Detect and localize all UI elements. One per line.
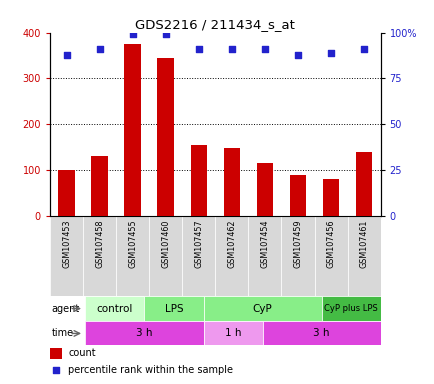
Text: GSM107459: GSM107459 <box>293 220 302 268</box>
Title: GDS2216 / 211434_s_at: GDS2216 / 211434_s_at <box>135 18 295 31</box>
Bar <box>223 148 240 216</box>
Bar <box>124 44 141 216</box>
Text: GSM107454: GSM107454 <box>260 220 269 268</box>
Bar <box>50 348 62 359</box>
Point <box>63 51 70 58</box>
Text: 3 h: 3 h <box>136 328 152 338</box>
Bar <box>281 216 314 296</box>
Bar <box>262 321 380 346</box>
Text: agent: agent <box>51 304 79 314</box>
Point <box>53 366 59 372</box>
Point <box>360 46 367 52</box>
Bar <box>203 321 262 346</box>
Bar <box>182 216 215 296</box>
Point <box>195 46 202 52</box>
Bar <box>215 216 248 296</box>
Bar <box>355 152 372 216</box>
Bar <box>149 216 182 296</box>
Bar <box>50 216 83 296</box>
Point <box>162 31 169 38</box>
Text: GSM107458: GSM107458 <box>95 220 104 268</box>
Text: LPS: LPS <box>164 304 183 314</box>
Bar <box>83 216 116 296</box>
Text: GSM107460: GSM107460 <box>161 220 170 268</box>
Bar <box>85 321 203 346</box>
Point <box>294 51 301 58</box>
Bar <box>256 163 273 216</box>
Text: control: control <box>96 304 133 314</box>
Point <box>129 31 136 38</box>
Bar <box>190 145 207 216</box>
Bar <box>203 296 321 321</box>
Text: GSM107453: GSM107453 <box>62 220 71 268</box>
Bar <box>157 58 174 216</box>
Text: GSM107461: GSM107461 <box>359 220 368 268</box>
Bar <box>85 296 144 321</box>
Bar <box>144 296 203 321</box>
Bar <box>91 156 108 216</box>
Bar <box>322 179 339 216</box>
Text: GSM107456: GSM107456 <box>326 220 335 268</box>
Text: GSM107462: GSM107462 <box>227 220 236 268</box>
Text: 1 h: 1 h <box>224 328 241 338</box>
Text: GSM107455: GSM107455 <box>128 220 137 268</box>
Point <box>327 50 334 56</box>
Bar <box>347 216 380 296</box>
Point <box>261 46 268 52</box>
Text: time: time <box>51 328 73 338</box>
Text: 3 h: 3 h <box>312 328 329 338</box>
Bar <box>116 216 149 296</box>
Text: CyP plus LPS: CyP plus LPS <box>323 304 377 313</box>
Text: count: count <box>68 348 95 359</box>
Text: percentile rank within the sample: percentile rank within the sample <box>68 364 233 374</box>
Bar <box>289 175 306 216</box>
Bar <box>321 296 380 321</box>
Bar <box>248 216 281 296</box>
Point <box>228 46 235 52</box>
Text: GSM107457: GSM107457 <box>194 220 203 268</box>
Point <box>96 46 103 52</box>
Bar <box>314 216 347 296</box>
Bar <box>58 170 75 216</box>
Text: CyP: CyP <box>252 304 272 314</box>
